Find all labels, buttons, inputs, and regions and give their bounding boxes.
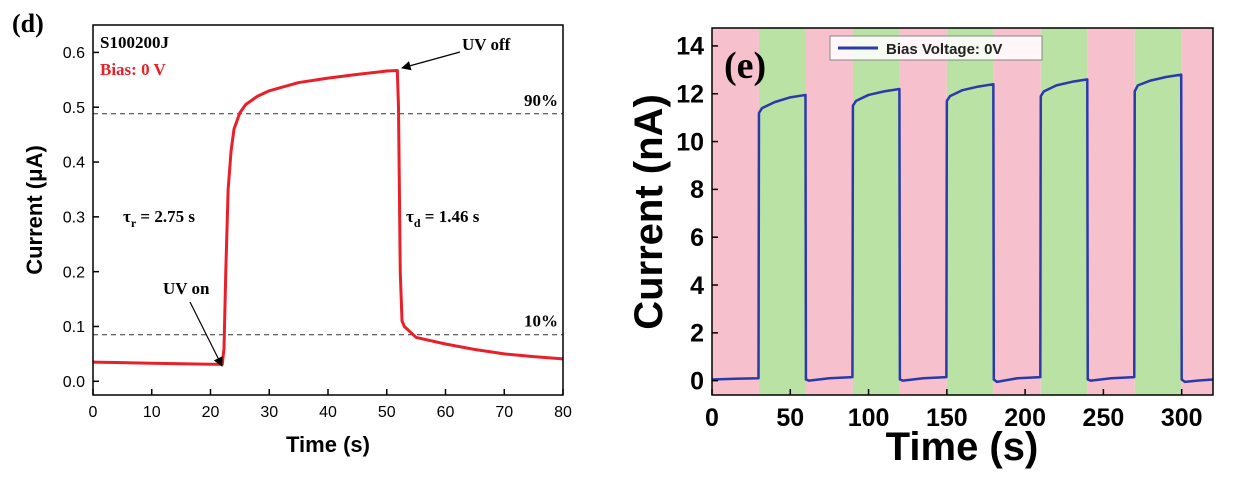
y-tick-label: 8 [690, 176, 704, 204]
y-tick-label: 6 [690, 224, 704, 252]
x-tick-label: 70 [495, 404, 513, 421]
annotation-arrow [401, 51, 461, 71]
x-axis-title: Time (s) [886, 425, 1039, 469]
y-axis-title: Current (μA) [22, 145, 47, 275]
legend-label: Bias Voltage: 0V [886, 41, 1002, 58]
x-tick-label: 100 [848, 404, 890, 432]
y-tick-label: 10 [676, 128, 704, 156]
x-tick-label: 80 [554, 404, 572, 421]
x-tick-label: 200 [1004, 404, 1046, 432]
time-constant-label: τr = 2.75 s [123, 207, 195, 230]
reference-label: 90% [524, 91, 558, 110]
x-tick-label: 10 [143, 404, 161, 421]
y-tick-label: 2 [690, 320, 704, 348]
shaded-band [899, 28, 947, 395]
x-tick-label: 250 [1083, 404, 1125, 432]
panel-label: (d) [12, 9, 44, 38]
y-tick-label: 4 [690, 272, 704, 300]
x-tick-label: 30 [260, 404, 278, 421]
y-tick-label: 0.6 [63, 45, 85, 62]
shaded-band [805, 28, 853, 395]
y-tick-label: 0.1 [63, 319, 85, 336]
tau-value: = 2.75 s [136, 207, 195, 226]
time-constant-label: τd = 1.46 s [406, 207, 480, 230]
x-tick-label: 50 [776, 404, 804, 432]
reference-label: 10% [524, 312, 558, 331]
shaded-band [758, 28, 806, 395]
shaded-band [1087, 28, 1135, 395]
x-tick-label: 20 [202, 404, 220, 421]
shaded-band [1134, 28, 1182, 395]
shaded-band [1181, 28, 1213, 395]
annotation-arrow [189, 301, 223, 367]
y-tick-label: 0 [690, 367, 704, 395]
y-tick-label: 14 [676, 33, 704, 61]
tau-subscript: d [414, 216, 421, 230]
x-tick-label: 40 [319, 404, 337, 421]
tau-symbol: τ [406, 207, 414, 226]
y-tick-label: 0.2 [63, 264, 85, 281]
shaded-band [993, 28, 1041, 395]
panel-label: (e) [724, 45, 766, 87]
annotation: UV on [163, 279, 210, 298]
data-line [712, 73, 1213, 384]
x-axis-title: Time (s) [286, 432, 370, 457]
y-tick-label: 0.4 [63, 155, 85, 172]
x-tick-label: 0 [89, 404, 98, 421]
shaded-band [852, 28, 900, 395]
y-tick-label: 0.3 [63, 209, 85, 226]
plot-frame [711, 27, 1214, 396]
x-tick-label: 60 [437, 404, 455, 421]
tau-value: = 1.46 s [421, 207, 480, 226]
annotation: S100200J [100, 33, 169, 52]
tau-symbol: τ [123, 207, 131, 226]
y-tick-label: 0.0 [63, 374, 85, 391]
y-tick-label: 0.5 [63, 100, 85, 117]
x-tick-label: 300 [1161, 404, 1203, 432]
x-tick-label: 50 [378, 404, 396, 421]
x-tick-label: 150 [926, 404, 968, 432]
x-tick-label: 0 [705, 404, 719, 432]
annotation: Bias: 0 V [100, 60, 167, 79]
y-axis-title: Current (nA) [627, 94, 671, 330]
shaded-band [946, 28, 994, 395]
y-tick-label: 12 [676, 80, 704, 108]
shaded-band [712, 28, 759, 395]
tau-subscript: r [131, 216, 137, 230]
annotation: UV off [462, 35, 511, 54]
